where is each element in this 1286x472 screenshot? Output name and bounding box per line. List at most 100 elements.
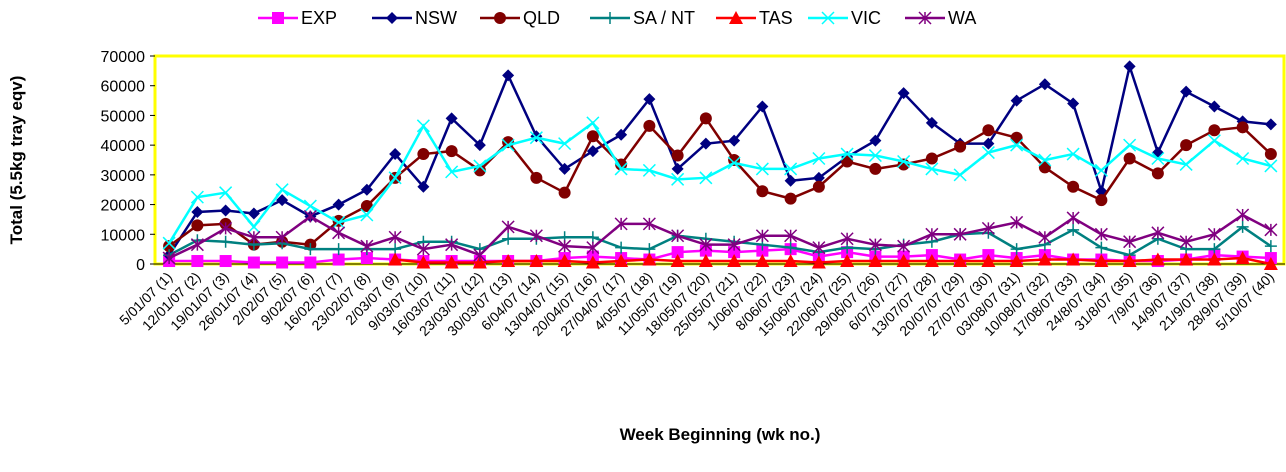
marker	[897, 239, 911, 253]
marker	[529, 229, 543, 243]
marker	[417, 180, 430, 193]
marker	[1122, 254, 1137, 268]
marker	[417, 148, 430, 161]
legend-label: QLD	[523, 8, 560, 28]
marker	[615, 158, 628, 171]
marker	[1010, 138, 1024, 152]
marker	[1179, 235, 1193, 249]
marker	[360, 252, 373, 265]
marker	[529, 131, 543, 145]
marker	[953, 227, 967, 241]
marker	[982, 124, 995, 137]
marker	[389, 148, 402, 161]
marker	[191, 255, 204, 268]
marker	[1264, 240, 1277, 253]
marker	[1264, 223, 1278, 237]
marker	[445, 165, 459, 179]
marker	[1067, 97, 1080, 110]
marker	[1179, 252, 1194, 266]
marker	[841, 155, 854, 168]
marker	[360, 208, 374, 222]
marker	[1207, 252, 1222, 266]
marker	[812, 241, 826, 255]
marker	[614, 162, 628, 176]
marker	[1179, 157, 1193, 171]
marker	[812, 180, 825, 193]
marker	[388, 230, 402, 244]
marker	[247, 230, 261, 244]
marker	[925, 116, 938, 129]
legend-label: SA / NT	[633, 8, 695, 28]
marker	[953, 254, 968, 268]
marker	[1094, 163, 1108, 177]
marker	[840, 147, 854, 161]
marker	[360, 239, 374, 253]
marker	[1207, 227, 1221, 241]
marker	[729, 11, 743, 24]
marker	[416, 242, 430, 256]
marker	[445, 112, 458, 125]
marker	[896, 254, 911, 268]
marker	[586, 231, 599, 244]
marker	[604, 12, 616, 24]
marker	[698, 254, 713, 268]
marker	[614, 217, 628, 231]
marker	[1236, 151, 1250, 166]
marker	[811, 255, 826, 269]
series-line	[168, 121, 1272, 244]
marker	[1010, 243, 1023, 256]
marker	[1010, 131, 1023, 144]
marker	[473, 159, 487, 173]
marker	[1038, 153, 1052, 167]
marker	[925, 227, 939, 241]
marker	[247, 256, 260, 269]
marker	[1066, 147, 1080, 161]
marker	[191, 206, 204, 218]
marker	[586, 116, 600, 130]
marker	[868, 254, 883, 268]
marker	[821, 11, 835, 25]
marker	[473, 248, 487, 262]
marker	[784, 192, 797, 205]
marker	[304, 243, 317, 256]
marker	[219, 204, 232, 217]
marker	[981, 146, 995, 160]
marker	[247, 207, 260, 220]
marker	[840, 232, 854, 246]
y-tick-label: 40000	[101, 138, 146, 155]
marker	[501, 138, 515, 152]
marker	[1123, 235, 1137, 249]
marker	[332, 214, 345, 227]
marker	[897, 154, 911, 169]
marker	[585, 255, 600, 269]
y-tick-label: 60000	[101, 79, 146, 96]
marker	[727, 156, 741, 170]
marker	[982, 137, 995, 150]
marker	[502, 232, 515, 245]
marker	[981, 221, 995, 235]
marker	[615, 241, 628, 254]
marker	[1038, 78, 1051, 91]
marker	[1150, 252, 1165, 266]
marker	[1263, 257, 1278, 270]
marker	[699, 171, 713, 185]
marker	[388, 171, 402, 185]
marker	[615, 128, 628, 141]
marker	[1038, 161, 1051, 174]
marker	[642, 217, 656, 231]
marker	[247, 220, 261, 234]
marker	[1236, 121, 1249, 134]
marker	[784, 174, 797, 187]
marker	[868, 149, 882, 163]
marker	[219, 221, 233, 235]
legend-label: VIC	[851, 8, 881, 28]
series-line	[168, 213, 1272, 260]
marker	[275, 230, 289, 244]
marker	[529, 254, 544, 268]
marker	[1094, 227, 1108, 241]
marker	[163, 240, 176, 253]
marker	[1010, 94, 1023, 107]
marker	[1180, 139, 1193, 152]
marker	[1207, 134, 1221, 148]
